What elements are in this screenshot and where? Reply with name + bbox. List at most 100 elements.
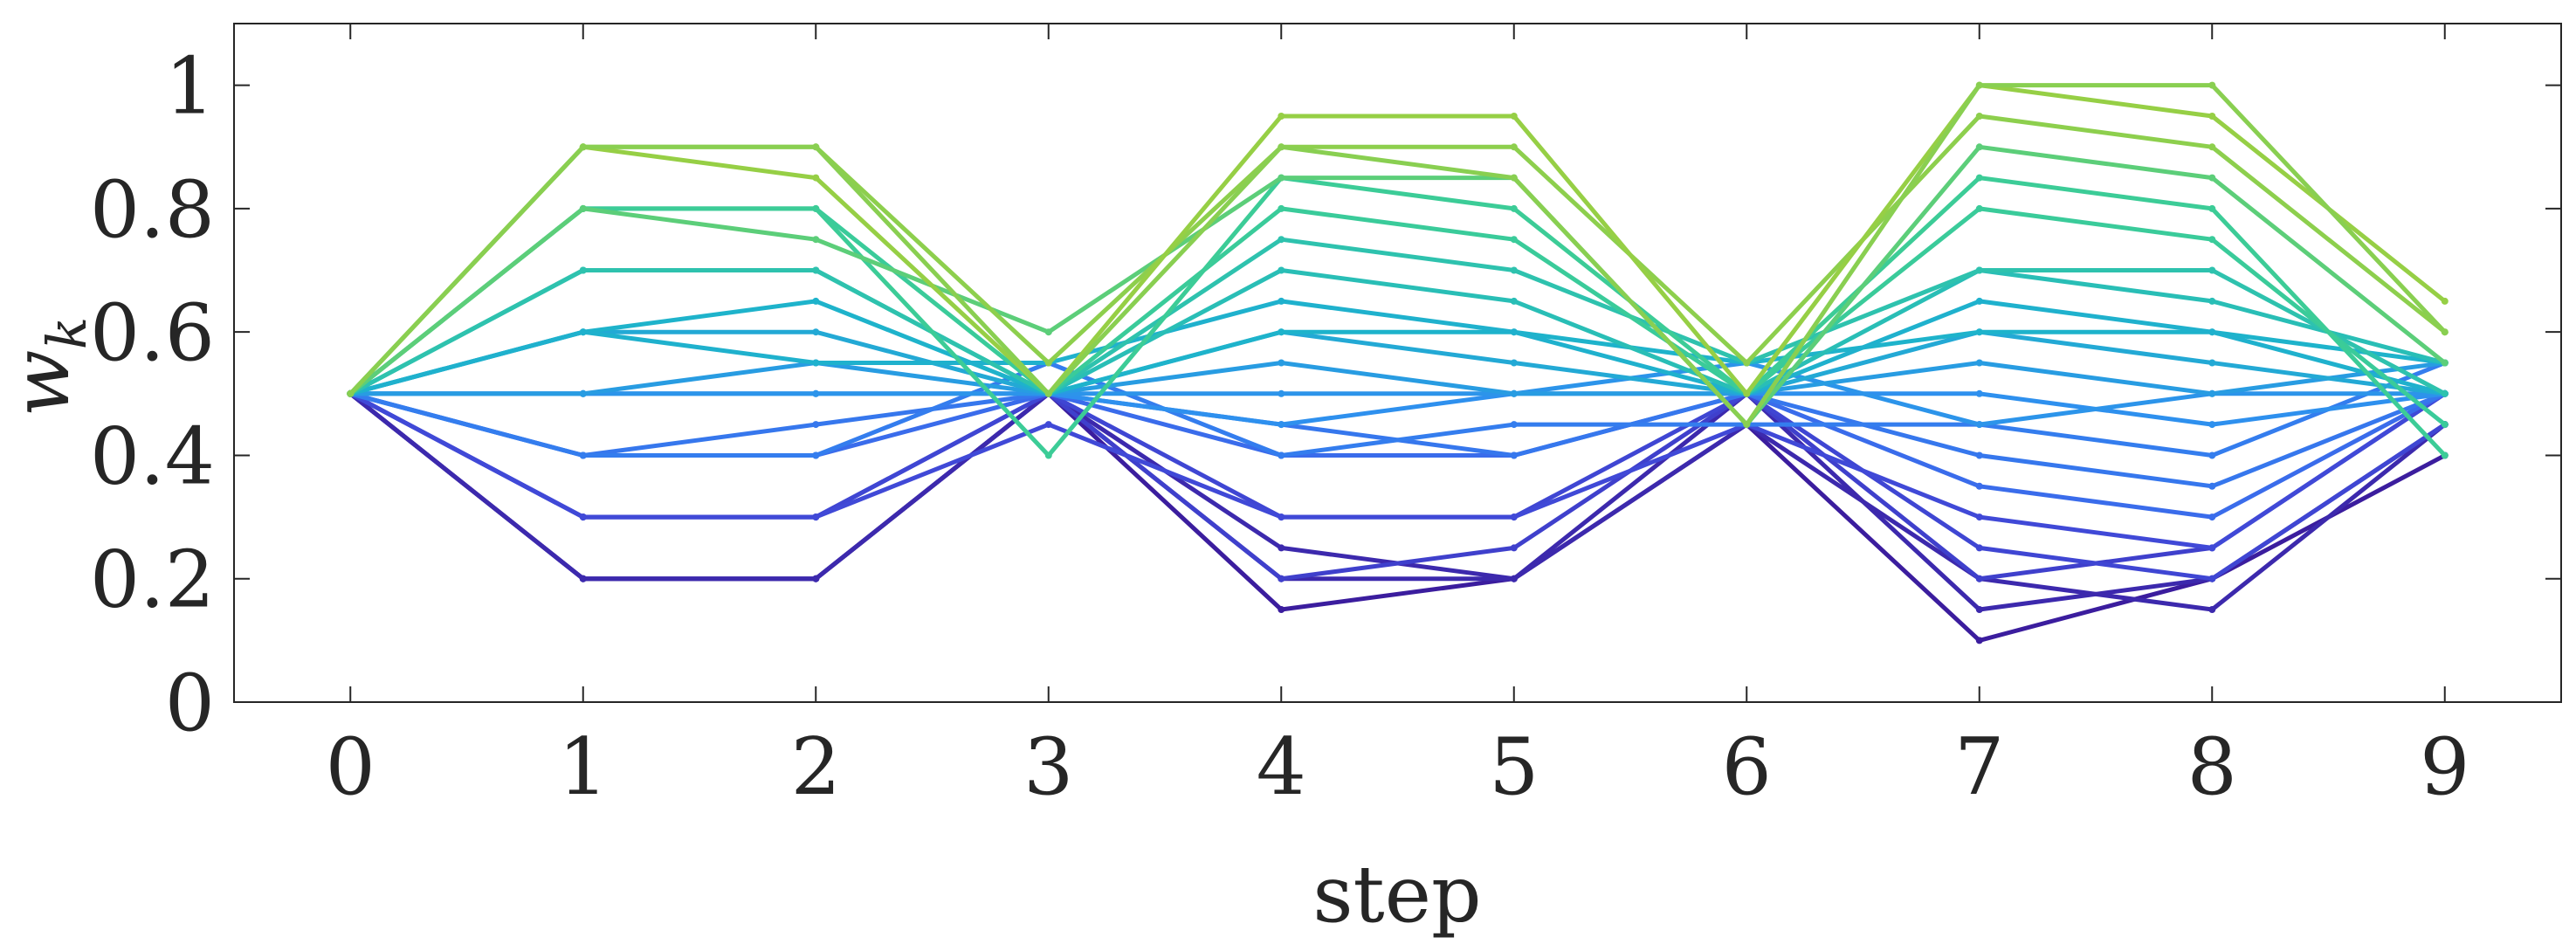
data-point [812, 513, 820, 521]
data-point [1278, 421, 1285, 429]
plot-frame [233, 23, 2562, 703]
series-line [348, 144, 2448, 427]
data-point [812, 143, 820, 151]
y-tick-label: 0.8 [90, 164, 215, 256]
data-point [812, 421, 820, 429]
x-axis-label: step [1312, 849, 1481, 941]
data-point [1975, 143, 1983, 151]
data-point [1510, 143, 1518, 151]
series-group [347, 328, 2449, 397]
data-point [1510, 174, 1518, 182]
data-point [812, 575, 820, 582]
data-point [812, 266, 820, 274]
data-point [1278, 328, 1285, 336]
data-point [1975, 174, 1983, 182]
series-line [348, 361, 2448, 396]
data-point [2208, 328, 2216, 336]
series-line [348, 391, 2448, 582]
data-point [1510, 113, 1518, 120]
data-point [812, 389, 820, 397]
data-point [1975, 359, 1983, 367]
data-point [1510, 204, 1518, 212]
data-point [1975, 389, 1983, 397]
data-point [1510, 359, 1518, 367]
series-group [347, 81, 2449, 429]
series-line [348, 391, 2448, 427]
data-point [1975, 513, 1983, 521]
series-line [348, 299, 2448, 396]
data-point [1278, 113, 1285, 120]
data-point [1278, 236, 1285, 244]
data-point [1743, 421, 1751, 429]
data-point [1975, 451, 1983, 459]
data-point [2208, 482, 2216, 490]
series-group [347, 359, 2449, 429]
y-axis-label-subscript: k [35, 317, 99, 350]
x-tick-label: 2 [791, 721, 841, 813]
y-tick-label: 0.4 [90, 410, 215, 502]
x-tick-label: 9 [2420, 721, 2469, 813]
data-point [2208, 204, 2216, 212]
series-line [348, 361, 2448, 458]
data-point [1510, 328, 1518, 336]
series-line [348, 391, 2448, 582]
data-point [1510, 266, 1518, 274]
data-point [1044, 328, 1052, 336]
data-point [579, 575, 587, 582]
data-point [2208, 81, 2216, 89]
data-point [812, 328, 820, 336]
data-point [2208, 606, 2216, 613]
data-point [1975, 328, 1983, 336]
data-point [1975, 637, 1983, 644]
data-point [579, 451, 587, 459]
data-point [1975, 544, 1983, 552]
data-point [2208, 421, 2216, 429]
data-point [1743, 389, 1751, 397]
data-point [1278, 297, 1285, 305]
data-point [812, 297, 820, 305]
data-point [1044, 421, 1052, 429]
data-point [2208, 113, 2216, 120]
data-point [2441, 359, 2449, 367]
x-ticks: 0 1 2 3 4 5 6 7 8 9 [326, 24, 2469, 813]
series-line [348, 361, 2448, 427]
series-line [348, 329, 2448, 396]
data-point [812, 204, 820, 212]
x-tick-label: 6 [1722, 721, 1772, 813]
data-point [2208, 389, 2216, 397]
series-line [348, 176, 2448, 458]
data-point [1510, 297, 1518, 305]
data-point [1510, 421, 1518, 429]
data-point [812, 359, 820, 367]
data-point [1975, 81, 1983, 89]
y-tick-label: 0.6 [90, 287, 215, 379]
data-point [1278, 513, 1285, 521]
data-point [579, 389, 587, 397]
data-point [2441, 297, 2449, 305]
data-point [2441, 328, 2449, 336]
data-point [1044, 451, 1052, 459]
data-point [1278, 204, 1285, 212]
data-point [579, 266, 587, 274]
series-group [347, 389, 2449, 582]
x-tick-label: 7 [1954, 721, 2004, 813]
series-line [348, 83, 2448, 427]
data-point [579, 143, 587, 151]
series-layer [347, 81, 2449, 644]
data-point [1044, 359, 1052, 367]
data-point [1975, 204, 1983, 212]
x-tick-label: 8 [2187, 721, 2237, 813]
data-point [1510, 451, 1518, 459]
data-point [579, 513, 587, 521]
data-point [812, 451, 820, 459]
y-axis-label: wk [0, 317, 99, 417]
y-tick-label: 1 [165, 41, 215, 133]
series-line [348, 299, 2448, 396]
data-point [1975, 421, 1983, 429]
data-point [1510, 544, 1518, 552]
data-point [1278, 174, 1285, 182]
y-tick-label: 0.2 [90, 534, 215, 626]
data-point [2441, 421, 2449, 429]
